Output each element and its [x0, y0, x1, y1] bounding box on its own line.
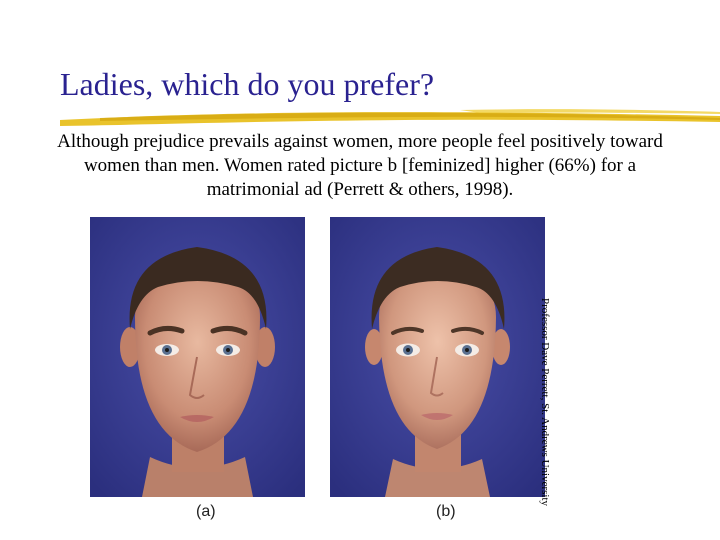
- face-photo-feminized-icon: [330, 217, 545, 497]
- title-underline: [60, 109, 720, 126]
- face-photo-a: [90, 217, 305, 497]
- face-photo-b: [330, 217, 545, 497]
- photo-credit: Professor Dave Perrett, St. Andrews Univ…: [539, 298, 551, 507]
- figure-label-a: (a): [196, 503, 216, 520]
- slide-title: Ladies, which do you prefer?: [60, 66, 435, 102]
- figure-label-b: (b): [436, 503, 456, 520]
- face-photo-masculinized-icon: [90, 217, 305, 497]
- slide-caption: Although prejudice prevails against wome…: [57, 131, 663, 200]
